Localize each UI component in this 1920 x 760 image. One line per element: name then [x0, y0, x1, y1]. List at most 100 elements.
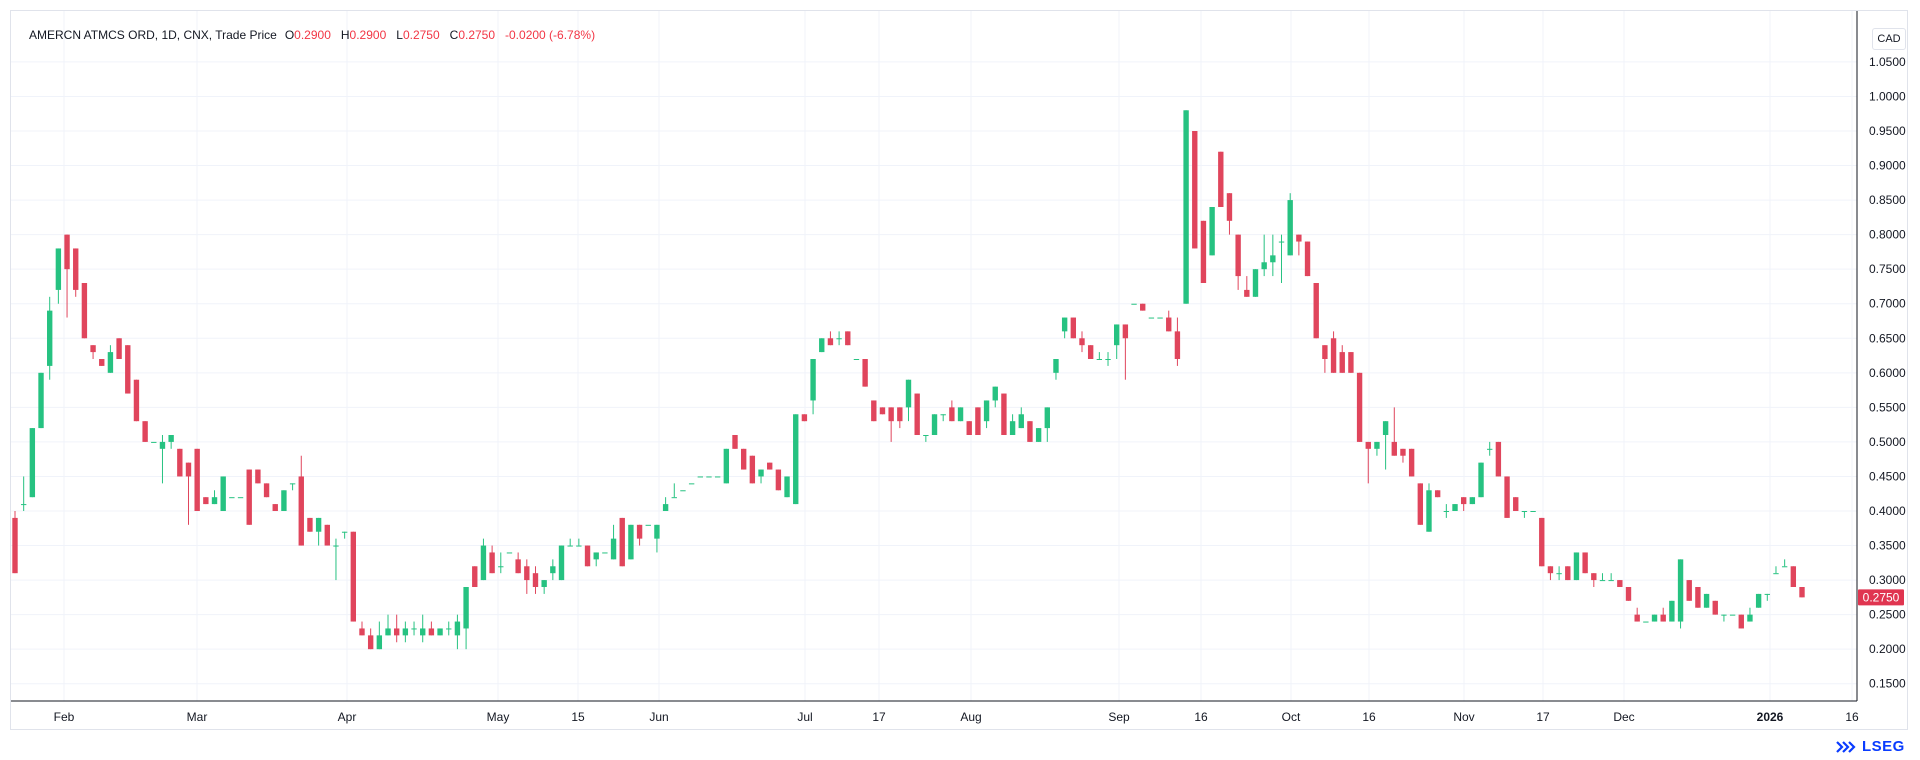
- candle-body: [246, 469, 252, 525]
- candle-body: [116, 338, 122, 359]
- candle-body: [1764, 593, 1770, 595]
- candle-body: [1148, 317, 1155, 319]
- candle-body: [1226, 193, 1233, 221]
- low-label: L: [396, 28, 403, 42]
- candle-body: [714, 476, 721, 478]
- candle-body: [1755, 593, 1762, 608]
- candle-body: [1105, 359, 1111, 360]
- candle-body: [923, 435, 929, 436]
- y-tick-label: 0.4000: [1869, 504, 1906, 518]
- candle-body: [255, 469, 261, 484]
- candle-body: [645, 524, 651, 526]
- change-value: -0.0200 (-6.78%): [505, 28, 596, 42]
- candle-body: [81, 283, 88, 339]
- brand-logo: LSEG: [1836, 738, 1905, 755]
- high-value: 0.2900: [349, 28, 387, 42]
- low-value: 0.2750: [402, 28, 440, 42]
- candle-body: [767, 462, 773, 470]
- candle-body: [619, 517, 625, 567]
- candle-body: [1356, 372, 1363, 442]
- candle-body: [983, 400, 990, 422]
- candle-body: [90, 345, 96, 353]
- candle-body: [1651, 614, 1658, 622]
- candle-body: [1183, 110, 1189, 304]
- candle-body: [1122, 324, 1129, 339]
- candle-body: [229, 497, 235, 499]
- candle-body: [1140, 303, 1146, 311]
- candle-body: [1391, 441, 1397, 456]
- candle-body: [506, 552, 513, 554]
- candle-body: [1452, 504, 1458, 511]
- candle-body: [1218, 151, 1224, 207]
- candle-body: [1244, 289, 1250, 297]
- candle-body: [194, 448, 200, 511]
- candle-body: [654, 524, 660, 539]
- candle-body: [732, 435, 738, 449]
- candle-body: [845, 331, 851, 346]
- x-tick-label: Nov: [1453, 710, 1474, 724]
- y-tick-label: 0.8500: [1869, 193, 1906, 207]
- candle-body: [1556, 573, 1562, 575]
- candle-body: [315, 517, 322, 532]
- candle-body: [211, 497, 218, 505]
- candle-body: [324, 524, 330, 546]
- y-tick-label: 0.7500: [1869, 262, 1906, 276]
- candle-body: [784, 476, 790, 498]
- candle-body: [992, 386, 998, 401]
- candle-body: [1478, 462, 1484, 498]
- candle-body: [1304, 241, 1311, 277]
- candle-body: [1469, 497, 1476, 505]
- candle-body: [567, 545, 573, 547]
- candle-body: [931, 414, 938, 435]
- candle-body: [1131, 303, 1137, 305]
- candle-body: [237, 497, 244, 499]
- candle-body: [12, 517, 18, 574]
- candlestick-chart[interactable]: 0.1500 0.2000 0.2500 0.3000 0.3500 0.4000 0.45…: [11, 11, 1909, 731]
- candle-body: [437, 628, 443, 636]
- candle-body: [151, 441, 157, 443]
- candle-body: [1061, 317, 1068, 332]
- candle-body: [385, 628, 391, 636]
- candle-body: [853, 359, 860, 360]
- currency-button[interactable]: CAD: [1872, 28, 1906, 50]
- candle-body: [1096, 359, 1103, 360]
- candle-body: [1443, 511, 1450, 512]
- candle-body: [64, 234, 70, 270]
- candle-body: [1270, 255, 1276, 263]
- candle-body: [125, 345, 131, 394]
- candle-body: [688, 483, 695, 485]
- candle-body: [897, 407, 903, 422]
- candle-body: [1313, 283, 1319, 339]
- x-tick-label: Jun: [649, 710, 668, 724]
- y-tick-label: 1.0000: [1869, 89, 1906, 103]
- candle-body: [1408, 448, 1415, 477]
- candle-body: [1087, 345, 1094, 359]
- lseg-logo-icon: [1836, 740, 1856, 753]
- candle-body: [810, 359, 816, 401]
- candle-body: [133, 379, 140, 422]
- x-tick-label: Feb: [54, 710, 75, 724]
- candle-body: [593, 552, 599, 560]
- candle-body: [905, 379, 912, 408]
- candle-body: [333, 545, 339, 547]
- x-tick-label: Apr: [338, 710, 357, 724]
- brand-name: LSEG: [1862, 738, 1905, 755]
- y-tick-label: 0.3500: [1869, 539, 1906, 553]
- candle-body: [1044, 407, 1050, 429]
- candle-body: [1686, 580, 1692, 601]
- candle-body: [1677, 559, 1684, 622]
- close-label: C: [449, 28, 459, 42]
- candle-body: [446, 628, 452, 630]
- candle-body: [1747, 614, 1753, 622]
- candle-body: [281, 490, 287, 511]
- candle-body: [1018, 414, 1024, 429]
- candle-body: [940, 414, 946, 416]
- y-tick-label: 0.9000: [1869, 159, 1906, 173]
- x-tick-label: 15: [571, 710, 585, 724]
- open-label: O: [284, 28, 295, 42]
- last-price-tag: [1858, 589, 1904, 606]
- symbol-legend: AMERCN ATMCS ORD, 1D, CNX, Trade Price O…: [29, 28, 605, 42]
- candle-body: [749, 455, 756, 484]
- candle-body: [367, 635, 374, 650]
- candle-body: [1643, 621, 1649, 623]
